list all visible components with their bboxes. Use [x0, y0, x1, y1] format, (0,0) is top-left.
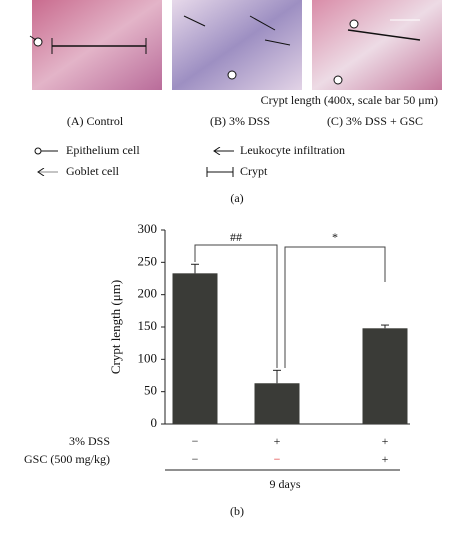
- y-tick-label: 200: [138, 286, 158, 301]
- significance-bracket: [194, 244, 278, 368]
- y-axis-label: Crypt length (μm): [108, 280, 123, 374]
- y-tick-label: 0: [151, 415, 158, 430]
- row-mark: −: [192, 452, 199, 466]
- significance-bracket: [284, 246, 386, 368]
- legend-label: Goblet cell: [66, 164, 120, 178]
- annotation: ##: [230, 230, 242, 244]
- panel-label: (A) Control: [67, 114, 124, 128]
- y-tick-label: 300: [138, 221, 158, 236]
- legend-label: Leukocyte infiltration: [240, 143, 345, 157]
- row-mark: +: [382, 452, 389, 466]
- y-tick-label: 100: [138, 350, 158, 365]
- bar: [362, 328, 408, 424]
- bar: [172, 273, 218, 424]
- annotation: *: [332, 230, 338, 244]
- y-tick-label: 150: [138, 318, 158, 333]
- y-tick-label: 50: [144, 383, 157, 398]
- row-label: 3% DSS: [69, 434, 110, 448]
- caption: Crypt length (400x, scale bar 50 μm): [261, 93, 438, 107]
- image-b: [172, 0, 302, 90]
- panel-label: (B) 3% DSS: [210, 114, 270, 128]
- bar: [254, 383, 300, 424]
- figure-label: (b): [230, 504, 244, 518]
- row-mark: −: [274, 452, 281, 466]
- bar-chart: 0 50 100 150 200 250 300 Crypt length (μm) 3% DS…: [24, 221, 410, 466]
- image-c: [312, 0, 442, 90]
- legend-label: Crypt: [240, 164, 268, 178]
- row-mark: +: [382, 434, 389, 448]
- figure-label: (a): [230, 191, 243, 205]
- row-label: GSC (500 mg/kg): [24, 452, 110, 466]
- histology-images: [29, 0, 442, 90]
- image-a: [32, 0, 162, 90]
- row-mark: −: [192, 434, 199, 448]
- legend: Epithelium cell Leukocyte infiltration G…: [34, 143, 345, 178]
- legend-label: Epithelium cell: [66, 143, 140, 157]
- panel-label: (C) 3% DSS + GSC: [327, 114, 423, 128]
- y-tick-label: 250: [138, 253, 158, 268]
- row-mark: +: [274, 434, 281, 448]
- duration: 9 days: [270, 477, 301, 491]
